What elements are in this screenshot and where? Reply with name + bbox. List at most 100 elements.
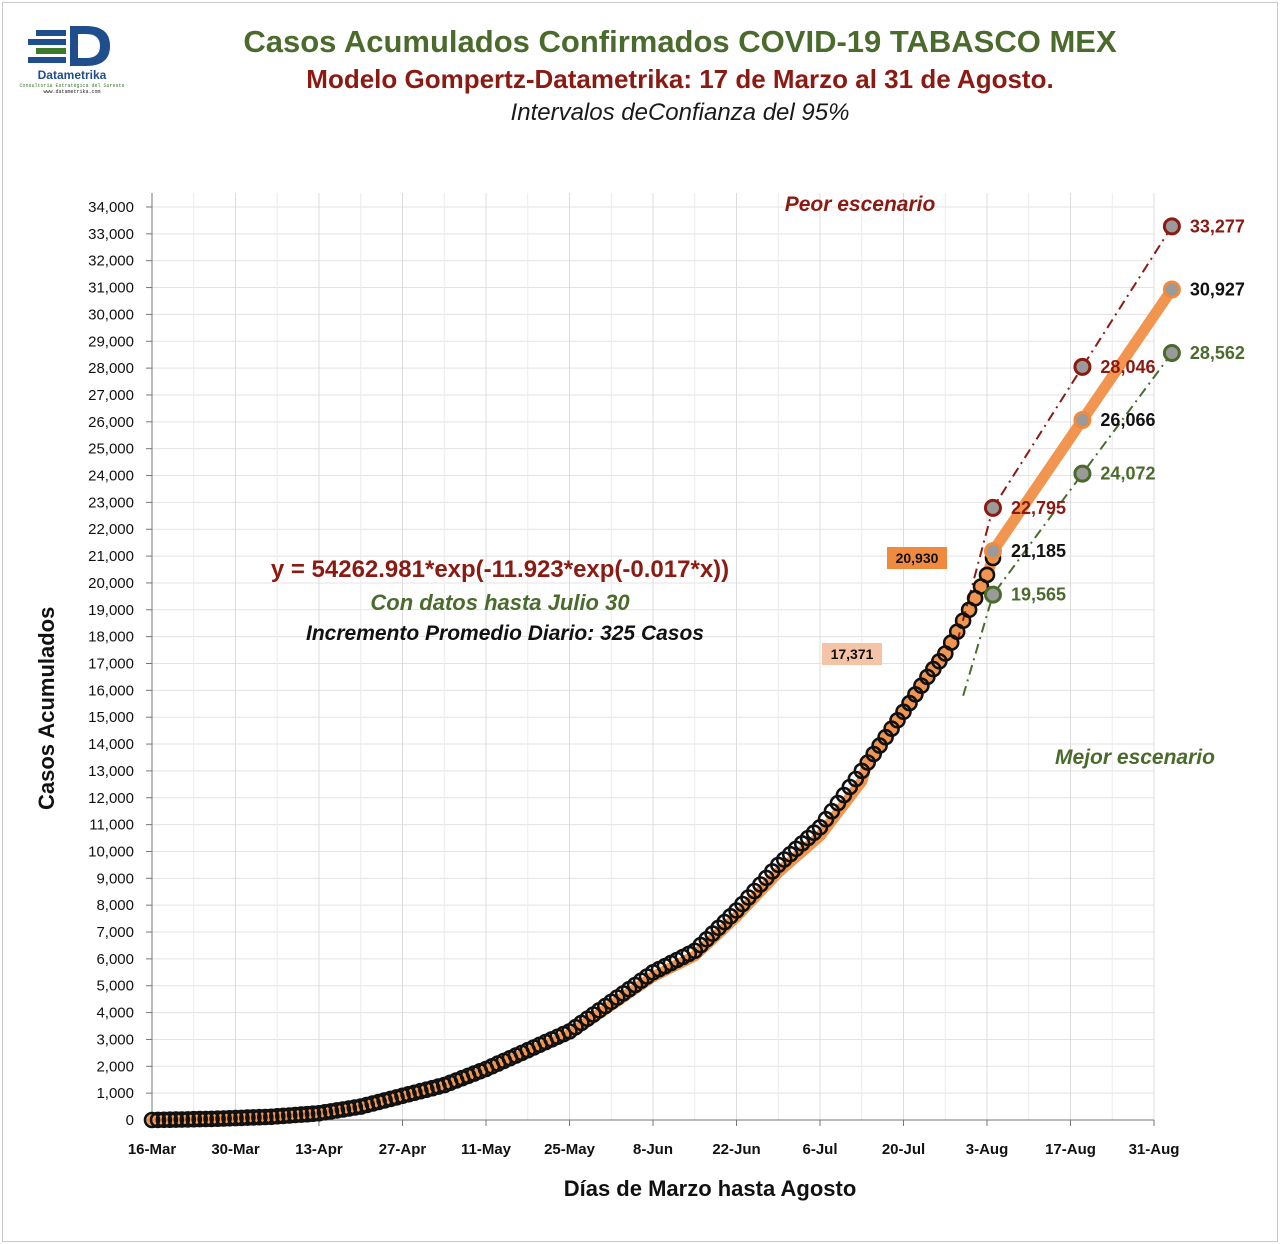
confidence-note: Intervalos deConfianza del 95%: [510, 99, 850, 126]
x-tick-label: 3-Aug: [966, 1141, 1009, 1158]
x-tick-label: 20-Jul: [882, 1141, 925, 1158]
observed-point: [215, 1110, 232, 1127]
daily-increase-note: Incremento Promedio Diario: 325 Casos: [306, 622, 704, 645]
model-value-label: 21,185: [1011, 541, 1066, 561]
value-boxes: 17,371 20,930: [822, 547, 947, 665]
logo-name: Datametrika: [37, 68, 107, 82]
observed-point: [173, 1111, 191, 1128]
model-value-label: 30,927: [1190, 280, 1245, 300]
x-tick-label: 11-May: [461, 1141, 512, 1158]
observed-point: [256, 1108, 274, 1126]
chart-title: Casos Acumulados Confirmados COVID-19 TA…: [243, 24, 1117, 59]
x-tick-label: 25-May: [544, 1141, 596, 1158]
y-tick-label: 6,000: [96, 951, 134, 968]
observed-point: [310, 1105, 328, 1122]
y-tick-label: 15,000: [88, 709, 134, 726]
observed-point: [268, 1108, 286, 1125]
y-tick-label: 16,000: [88, 682, 134, 699]
lower-marker: [983, 585, 1002, 604]
observed-point: [274, 1107, 292, 1125]
y-tick-label: 7,000: [96, 924, 134, 941]
y-tick-label: 25,000: [88, 441, 134, 458]
observed-point: [185, 1110, 203, 1128]
x-tick-label: 30-Mar: [211, 1141, 260, 1158]
y-axis-label: Casos Acumulados: [34, 606, 59, 810]
best-case-label: Mejor escenario: [1055, 746, 1215, 769]
y-tick-label: 13,000: [88, 763, 134, 780]
observed-point: [346, 1099, 364, 1116]
observed-point: [304, 1105, 322, 1122]
observed-point: [978, 566, 996, 584]
observed-point: [161, 1111, 179, 1128]
model-marker: [1073, 411, 1092, 430]
y-tick-label: 23,000: [88, 494, 134, 511]
y-tick-label: 18,000: [88, 629, 134, 646]
x-tick-label: 16-Mar: [128, 1141, 177, 1158]
logo-tagline: Consultoría Estratégica del Sureste: [19, 83, 125, 89]
y-tick-label: 32,000: [88, 253, 134, 270]
upper-marker: [1073, 357, 1092, 376]
lower-bound-line: [962, 352, 1173, 697]
lower-marker: [1073, 464, 1092, 483]
chart-subtitle: Modelo Gompertz-Datametrika: 17 de Marzo…: [306, 64, 1054, 94]
upper-marker: [1162, 217, 1181, 236]
model-curve: [146, 284, 1178, 1126]
upper-bound-line: [956, 225, 1173, 643]
observed-point: [221, 1110, 238, 1127]
y-tick-label: 27,000: [88, 387, 134, 404]
observed-point: [334, 1101, 352, 1118]
observed-point: [328, 1102, 346, 1119]
observed-point: [191, 1110, 208, 1128]
y-tick-label: 21,000: [88, 548, 134, 565]
upper-value-label: 22,795: [1011, 498, 1066, 518]
y-tick-label: 17,000: [88, 656, 134, 673]
y-tick-label: 2,000: [96, 1058, 134, 1075]
observed-point: [316, 1104, 334, 1121]
y-tick-label: 34,000: [88, 199, 134, 216]
x-tick-label: 27-Apr: [379, 1141, 427, 1158]
observed-point: [262, 1108, 280, 1126]
value-box-low: 17,371: [831, 646, 874, 662]
upper-value-label: 28,046: [1100, 357, 1155, 377]
y-tick-label: 4,000: [96, 1005, 134, 1022]
value-box-low-bg: [822, 643, 882, 665]
x-tick-label: 8-Jun: [633, 1141, 673, 1158]
y-tick-labels: 0 1,000 2,000 3,000 4,000 5,000 6,000 7,000 8,00…: [88, 199, 134, 1129]
x-tick-label: 13-Apr: [295, 1141, 343, 1158]
y-tick-label: 11,000: [89, 817, 134, 834]
data-until-note: Con datos hasta Julio 30: [370, 590, 630, 615]
lower-value-label: 28,562: [1190, 343, 1245, 363]
y-tick-label: 28,000: [88, 360, 134, 377]
observed-point: [143, 1111, 161, 1129]
observed-point: [233, 1109, 250, 1127]
model-equation: y = 54262.981*exp(-11.923*exp(-0.017*x)): [270, 556, 730, 583]
y-tick-label: 9,000: [96, 870, 134, 887]
observed-point: [179, 1111, 197, 1128]
logo-url: www.datametrika.com: [43, 89, 101, 95]
model-marker: [983, 542, 1002, 561]
observed-point: [322, 1103, 340, 1120]
x-tick-label: 6-Jul: [802, 1141, 837, 1158]
y-tick-label: 0: [126, 1112, 134, 1129]
observed-point: [280, 1107, 298, 1124]
lower-value-label: 24,072: [1100, 464, 1155, 484]
model-line: [146, 284, 1178, 1126]
observed-point: [209, 1110, 226, 1127]
y-tick-label: 5,000: [96, 978, 134, 995]
upper-value-label: 33,277: [1190, 216, 1245, 236]
x-axis-label: Días de Marzo hasta Agosto: [563, 1176, 857, 1201]
observed-points: [143, 549, 1002, 1129]
observed-point: [149, 1111, 167, 1129]
observed-point: [239, 1109, 256, 1126]
model-value-label: 26,066: [1100, 410, 1155, 430]
value-box-high-bg: [887, 547, 947, 569]
y-tick-label: 8,000: [96, 897, 134, 914]
grid-lines: [151, 193, 1155, 1121]
upper-marker: [983, 498, 1002, 517]
value-box-high: 20,930: [896, 550, 939, 566]
observed-point: [245, 1109, 262, 1126]
model-marker: [1162, 280, 1181, 299]
projection-markers: 21,185 26,066 30,927 22,795 28,046 33,277 19,5…: [983, 216, 1245, 605]
x-tick-label: 31-Aug: [1129, 1141, 1180, 1158]
